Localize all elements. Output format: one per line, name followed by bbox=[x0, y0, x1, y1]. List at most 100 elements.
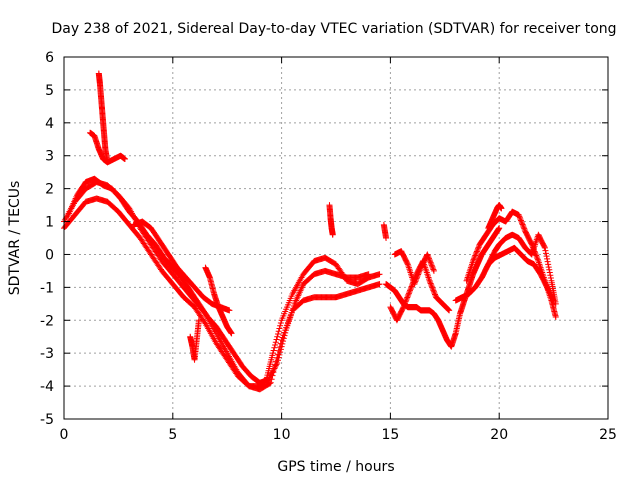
x-tick-label: 20 bbox=[490, 427, 508, 443]
axis-ticks: 0 5 10 15 20 25 -5 -4 -3 -2 -1 0 1 2 3 4 5 6 bbox=[40, 50, 617, 443]
data-point-marker bbox=[424, 252, 431, 259]
x-tick-label: 25 bbox=[599, 427, 617, 443]
y-tick-label: 5 bbox=[45, 83, 54, 99]
x-axis-title: GPS time / hours bbox=[277, 459, 394, 475]
data-point-marker bbox=[413, 275, 420, 282]
data-point-marker bbox=[533, 253, 540, 260]
data-point-marker bbox=[404, 260, 411, 267]
data-point-marker bbox=[518, 218, 525, 225]
data-point-marker bbox=[498, 205, 505, 212]
data-point-marker bbox=[376, 281, 383, 288]
data-point-marker bbox=[269, 369, 276, 376]
y-tick-label: -3 bbox=[40, 346, 54, 362]
data-point-marker bbox=[429, 284, 436, 291]
data-point-marker bbox=[412, 278, 419, 285]
data-point-marker bbox=[471, 253, 478, 260]
data-point-marker bbox=[542, 247, 549, 254]
data-point-marker bbox=[277, 349, 284, 356]
data-point-marker bbox=[405, 290, 412, 297]
y-axis-title: SDTVAR / TECUs bbox=[7, 181, 23, 296]
data-point-marker bbox=[275, 328, 282, 335]
data-point-marker bbox=[533, 252, 540, 259]
data-point-marker bbox=[426, 256, 433, 263]
data-point-marker bbox=[270, 347, 277, 354]
data-point-marker bbox=[406, 289, 413, 296]
data-point-marker bbox=[282, 329, 289, 336]
data-point-marker bbox=[430, 266, 437, 273]
data-point-marker bbox=[552, 300, 559, 307]
data-point-marker bbox=[278, 343, 285, 350]
y-tick-label: 2 bbox=[45, 182, 54, 198]
y-tick-label: -2 bbox=[40, 313, 54, 329]
data-point-marker bbox=[411, 279, 418, 286]
data-point-marker bbox=[414, 272, 421, 279]
data-point-marker bbox=[543, 253, 550, 260]
data-point-marker bbox=[475, 244, 482, 251]
series-track-15 bbox=[463, 208, 559, 320]
data-point-marker bbox=[266, 373, 273, 380]
y-tick-label: 0 bbox=[45, 247, 54, 263]
data-point-marker bbox=[430, 288, 437, 295]
chart-title: Day 238 of 2021, Sidereal Day-to-day VTE… bbox=[51, 21, 616, 37]
data-point-marker bbox=[400, 304, 407, 311]
data-point-marker bbox=[267, 379, 274, 386]
data-point-marker bbox=[365, 271, 372, 278]
data-point-marker bbox=[517, 216, 524, 223]
data-point-marker bbox=[541, 243, 548, 250]
data-point-marker bbox=[516, 214, 523, 221]
data-point-marker bbox=[275, 354, 282, 361]
y-tick-label: -4 bbox=[40, 379, 54, 395]
data-point-marker bbox=[281, 332, 288, 339]
x-tick-label: 5 bbox=[168, 427, 177, 443]
data-point-marker bbox=[402, 298, 409, 305]
data-point-marker bbox=[415, 271, 422, 278]
data-point-marker bbox=[429, 265, 436, 272]
data-point-marker bbox=[416, 267, 423, 274]
data-point-marker bbox=[272, 362, 279, 369]
data-point-marker bbox=[329, 231, 336, 238]
data-point-marker bbox=[274, 360, 281, 367]
data-point-marker bbox=[496, 225, 503, 232]
data-point-marker bbox=[272, 364, 279, 371]
data-point-marker bbox=[427, 259, 434, 266]
series-track-6 bbox=[130, 218, 233, 314]
data-point-marker bbox=[403, 295, 410, 302]
data-point-marker bbox=[424, 251, 431, 258]
y-tick-label: 6 bbox=[45, 50, 54, 66]
data-point-marker bbox=[520, 222, 527, 229]
series-track-9 bbox=[326, 202, 336, 238]
series-track-17 bbox=[485, 202, 505, 232]
data-point-marker bbox=[470, 258, 477, 265]
data-point-marker bbox=[542, 250, 549, 257]
data-point-marker bbox=[273, 361, 280, 368]
data-point-marker bbox=[274, 330, 281, 337]
data-point-marker bbox=[427, 258, 434, 265]
data-point-marker bbox=[276, 325, 283, 332]
data-point-marker bbox=[521, 225, 528, 232]
data-point-marker bbox=[280, 338, 287, 345]
y-tick-label: 3 bbox=[45, 149, 54, 165]
data-point-marker bbox=[545, 261, 552, 268]
data-point-marker bbox=[430, 267, 437, 274]
data-point-marker bbox=[544, 255, 551, 262]
data-point-marker bbox=[401, 301, 408, 308]
data-point-marker bbox=[474, 247, 481, 254]
data-point-marker bbox=[269, 350, 276, 357]
data-point-marker bbox=[279, 340, 286, 347]
data-point-marker bbox=[519, 221, 526, 228]
data-point-marker bbox=[404, 294, 411, 301]
y-tick-label: 4 bbox=[45, 116, 54, 132]
data-point-marker bbox=[445, 306, 452, 313]
data-point-marker bbox=[446, 307, 453, 314]
data-point-marker bbox=[277, 322, 284, 329]
x-tick-label: 10 bbox=[273, 427, 291, 443]
data-point-marker bbox=[427, 280, 434, 287]
data-point-marker bbox=[426, 277, 433, 284]
data-point-marker bbox=[272, 341, 279, 348]
data-point-marker bbox=[412, 276, 419, 283]
data-point-marker bbox=[407, 286, 414, 293]
data-point-marker bbox=[401, 302, 407, 309]
data-point-marker bbox=[544, 258, 551, 265]
